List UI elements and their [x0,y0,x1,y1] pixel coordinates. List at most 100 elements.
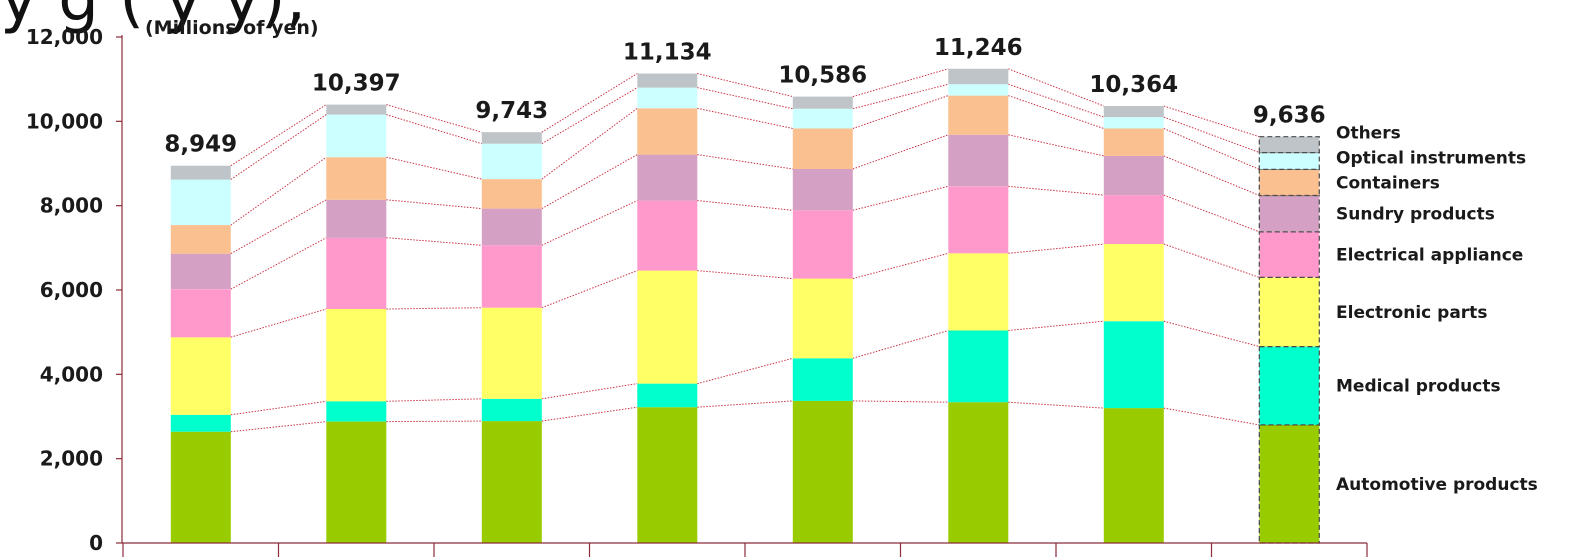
legend-label: Others [1336,124,1401,144]
bar-segment [637,108,698,155]
bar-segment [170,289,231,338]
total-label: 10,397 [312,71,401,97]
total-label: 9,636 [1253,103,1326,129]
connector-line [697,87,793,110]
connector-line [1163,105,1260,138]
bar-segment [1103,321,1164,409]
connector-line [697,200,793,211]
bar-segment [792,96,853,109]
bar-segment [326,157,387,200]
axes: 0 2,000 4,000 6,000 8,000 10,000 12,000 [26,25,1368,557]
bar-segment [792,108,853,129]
connector-line [852,185,949,211]
bar-segment [792,128,853,169]
bar-segment [481,132,542,144]
connector-line [386,307,482,310]
legend-label: Optical instruments [1336,149,1526,169]
connector-line [697,73,793,98]
connector-line [1008,95,1104,129]
y-tick-label: 8,000 [40,194,103,218]
connector-line [541,406,638,422]
connector-line [230,237,327,290]
bar-segment [1258,136,1320,154]
bar-segment [1258,231,1320,278]
bar-segment [481,421,542,543]
y-tick-label: 4,000 [40,362,103,386]
bar-segment [948,134,1009,187]
bar-segment [637,200,698,271]
bar-segment [170,179,231,225]
bar-segment [170,225,231,254]
total-label: 11,134 [623,40,712,66]
title-fragment: y g ( y y), [0,0,306,36]
connector-line [541,87,638,145]
bar-segment [326,199,387,238]
connector-line [852,252,949,280]
connector-line [1163,116,1260,153]
bar-group [170,68,1320,544]
connector-line [1163,320,1260,347]
connector-line [1163,128,1260,170]
connector-line [852,400,949,403]
legend-label: Automotive products [1336,475,1538,495]
bar-segment [481,208,542,246]
connector-line [541,154,638,210]
bar-segment [792,400,853,543]
bar-segment [1258,424,1320,544]
total-label: 9,743 [475,98,548,124]
bar-segment [948,186,1009,254]
connector-line [852,95,949,129]
bar-segment [326,237,387,309]
connector-line [230,156,327,226]
connector-line [230,114,327,180]
bar-segment [1103,408,1164,543]
legend-label: Medical products [1336,377,1501,397]
bar-segment [1258,194,1320,233]
bar-segment [948,95,1009,135]
connector-line [1163,407,1260,426]
bar-segment [170,431,231,543]
bar-segment [1103,155,1164,196]
bar-segment [637,383,698,408]
bar-segment [637,87,698,109]
bar-segment [1258,151,1320,170]
connector-line [230,400,327,416]
bar-segment [1258,168,1320,197]
legend-label: Electronic parts [1336,303,1487,323]
bar-segment [637,407,698,543]
connector-line [541,73,638,133]
bar-segment [326,104,387,115]
bar-segment [481,143,542,180]
connector-line [1008,320,1104,331]
connector-line [852,134,949,170]
connector-line [697,400,793,408]
total-label: 8,949 [164,132,237,158]
total-label: 10,586 [778,63,867,89]
bar-segment [948,84,1009,96]
bar-segment [170,253,231,290]
connector-line [1008,134,1104,157]
bar-segment [637,73,698,88]
connector-line [386,199,482,210]
bar-segment [1258,345,1320,426]
connector-line [541,200,638,246]
connector-line [230,199,327,255]
bar-segment [792,210,853,279]
bar-segment [637,270,698,384]
bar-segment [326,421,387,543]
connector-line [1008,185,1104,196]
connector-line [230,308,327,338]
bar-segment [481,245,542,308]
total-label: 10,364 [1089,72,1178,98]
bar-segment [792,278,853,359]
y-tick-label: 6,000 [40,278,103,302]
y-tick-label: 10,000 [26,109,103,133]
bar-segment [948,68,1009,85]
bar-segment [1258,276,1320,348]
y-unit-label: (Millions of yen) [145,17,319,39]
bar-segment [637,154,698,201]
connector-line [386,420,482,423]
connector-line [1008,83,1104,118]
y-tick-label: 0 [89,531,103,555]
